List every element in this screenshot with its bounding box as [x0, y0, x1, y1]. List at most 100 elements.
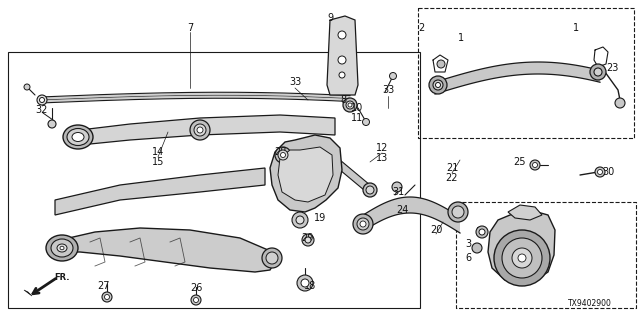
Circle shape — [296, 216, 304, 224]
Circle shape — [494, 230, 550, 286]
Circle shape — [262, 248, 282, 268]
Circle shape — [357, 218, 369, 230]
Ellipse shape — [63, 125, 93, 149]
Text: 22: 22 — [445, 173, 458, 183]
Circle shape — [48, 120, 56, 128]
Circle shape — [429, 76, 447, 94]
Polygon shape — [278, 147, 333, 202]
Circle shape — [437, 60, 445, 68]
Circle shape — [390, 73, 397, 79]
Polygon shape — [488, 210, 555, 283]
Text: 30: 30 — [602, 167, 614, 177]
Circle shape — [346, 101, 354, 109]
Ellipse shape — [57, 244, 67, 252]
Circle shape — [305, 237, 311, 243]
Circle shape — [362, 118, 369, 125]
Text: 1: 1 — [573, 23, 579, 33]
Circle shape — [297, 275, 313, 291]
Text: 4: 4 — [507, 241, 513, 251]
Text: FR.: FR. — [54, 274, 70, 283]
Circle shape — [532, 163, 538, 167]
Circle shape — [595, 167, 605, 177]
Text: 6: 6 — [465, 253, 471, 263]
Text: 18: 18 — [304, 281, 316, 291]
Text: 29: 29 — [301, 233, 313, 243]
Circle shape — [338, 31, 346, 39]
Text: 14: 14 — [152, 147, 164, 157]
Circle shape — [448, 202, 468, 222]
Text: 5: 5 — [475, 227, 481, 237]
Circle shape — [197, 127, 203, 133]
Circle shape — [301, 279, 309, 287]
Text: 9: 9 — [327, 13, 333, 23]
Circle shape — [530, 160, 540, 170]
Circle shape — [104, 294, 109, 300]
Circle shape — [292, 212, 308, 228]
Circle shape — [433, 80, 443, 90]
Polygon shape — [327, 16, 358, 95]
Polygon shape — [80, 115, 335, 145]
Text: 32: 32 — [36, 105, 48, 115]
Bar — [8, 52, 420, 308]
Polygon shape — [55, 168, 265, 215]
Circle shape — [363, 183, 377, 197]
Text: 28: 28 — [274, 147, 286, 157]
Circle shape — [392, 182, 402, 192]
Ellipse shape — [46, 235, 78, 261]
Circle shape — [190, 120, 210, 140]
Circle shape — [615, 98, 625, 108]
Text: TX9402900: TX9402900 — [568, 300, 612, 308]
Circle shape — [193, 298, 198, 302]
Circle shape — [476, 226, 488, 238]
Circle shape — [512, 248, 532, 268]
Circle shape — [594, 68, 602, 76]
Text: 10: 10 — [351, 103, 363, 113]
Circle shape — [472, 243, 482, 253]
Text: 17: 17 — [310, 183, 322, 193]
Ellipse shape — [60, 246, 64, 250]
Ellipse shape — [51, 239, 73, 257]
Text: 20: 20 — [430, 225, 442, 235]
Circle shape — [338, 56, 346, 64]
Polygon shape — [508, 205, 542, 220]
Circle shape — [502, 238, 542, 278]
Circle shape — [435, 83, 440, 87]
Polygon shape — [24, 290, 32, 296]
Text: 23: 23 — [606, 63, 618, 73]
Polygon shape — [270, 135, 342, 212]
Text: 33: 33 — [382, 85, 394, 95]
Circle shape — [452, 206, 464, 218]
Circle shape — [343, 98, 357, 112]
Circle shape — [353, 214, 373, 234]
Text: 12: 12 — [376, 143, 388, 153]
Text: 1: 1 — [458, 33, 464, 43]
Text: 7: 7 — [187, 23, 193, 33]
Circle shape — [366, 186, 374, 194]
Bar — [456, 202, 636, 308]
Circle shape — [278, 150, 288, 160]
Circle shape — [339, 72, 345, 78]
Circle shape — [194, 124, 206, 136]
Text: 2: 2 — [418, 23, 424, 33]
Text: 11: 11 — [351, 113, 363, 123]
Text: 26: 26 — [190, 283, 202, 293]
Circle shape — [266, 252, 278, 264]
Circle shape — [102, 292, 112, 302]
Text: 13: 13 — [376, 153, 388, 163]
Circle shape — [518, 254, 526, 262]
Text: 24: 24 — [396, 205, 408, 215]
Text: 15: 15 — [152, 157, 164, 167]
Circle shape — [302, 234, 314, 246]
Circle shape — [37, 95, 47, 105]
Polygon shape — [52, 228, 275, 272]
Circle shape — [348, 103, 352, 107]
Circle shape — [275, 147, 291, 163]
Text: 19: 19 — [314, 213, 326, 223]
Text: 8: 8 — [340, 95, 346, 105]
Text: 27: 27 — [98, 281, 110, 291]
Text: 21: 21 — [446, 163, 458, 173]
Ellipse shape — [72, 132, 84, 141]
Circle shape — [40, 98, 45, 102]
Circle shape — [360, 221, 366, 227]
Circle shape — [598, 170, 602, 174]
